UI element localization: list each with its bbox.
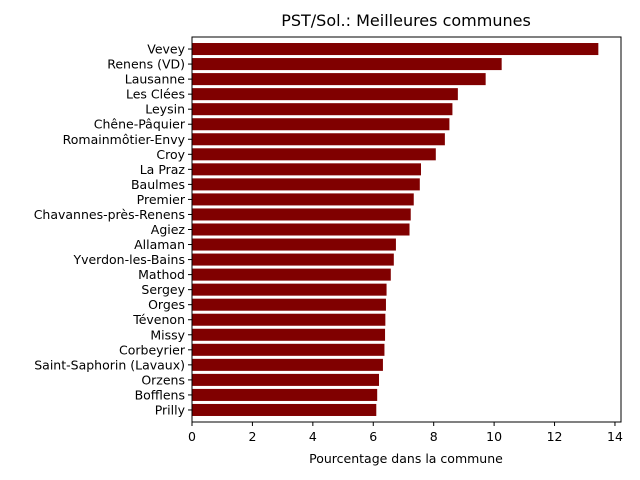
y-tick-label-15: Mathod bbox=[138, 267, 185, 282]
bar-7 bbox=[192, 148, 436, 161]
y-tick-label-23: Bofflens bbox=[135, 387, 185, 402]
bar-0 bbox=[192, 43, 599, 56]
y-tick-label-19: Missy bbox=[150, 327, 185, 342]
y-tick-label-10: Premier bbox=[137, 192, 186, 207]
bar-19 bbox=[192, 328, 386, 341]
y-tick-label-18: Tévenon bbox=[132, 312, 185, 327]
y-tick-label-12: Agiez bbox=[151, 222, 186, 237]
y-tick-label-20: Corbeyrier bbox=[119, 342, 186, 357]
y-tick-label-8: La Praz bbox=[140, 162, 186, 177]
y-tick-label-6: Romainmôtier-Envy bbox=[63, 132, 186, 147]
y-tick-label-21: Saint-Saphorin (Lavaux) bbox=[34, 357, 185, 372]
y-tick-label-17: Orges bbox=[148, 297, 185, 312]
x-axis-label: Pourcentage dans la commune bbox=[309, 451, 503, 466]
y-tick-label-13: Allaman bbox=[134, 237, 185, 252]
bar-13 bbox=[192, 238, 396, 251]
bar-12 bbox=[192, 223, 410, 236]
y-tick-label-7: Croy bbox=[156, 147, 185, 162]
x-ticks: 0 2 4 6 8 10 12 14 bbox=[188, 422, 623, 444]
bar-3 bbox=[192, 88, 458, 101]
x-tick-label-0: 0 bbox=[188, 429, 196, 444]
bar-5 bbox=[192, 118, 450, 131]
bar-14 bbox=[192, 253, 394, 266]
bars-group bbox=[192, 43, 599, 416]
bar-8 bbox=[192, 163, 422, 176]
y-tick-label-11: Chavannes-près-Renens bbox=[34, 207, 185, 222]
bar-21 bbox=[192, 358, 383, 371]
x-tick-label-5: 10 bbox=[486, 429, 502, 444]
bar-10 bbox=[192, 193, 414, 206]
x-tick-label-4: 8 bbox=[430, 429, 438, 444]
y-tick-label-2: Lausanne bbox=[125, 72, 186, 87]
bar-17 bbox=[192, 298, 386, 311]
bar-15 bbox=[192, 268, 391, 281]
bar-11 bbox=[192, 208, 411, 221]
bar-22 bbox=[192, 373, 380, 386]
bar-2 bbox=[192, 73, 486, 86]
y-tick-label-9: Baulmes bbox=[131, 177, 185, 192]
bar-18 bbox=[192, 313, 386, 326]
bar-24 bbox=[192, 403, 377, 416]
y-tick-label-5: Chêne-Pâquier bbox=[94, 117, 186, 132]
y-tick-label-24: Prilly bbox=[155, 402, 186, 417]
bar-9 bbox=[192, 178, 420, 191]
plot-frame bbox=[191, 36, 622, 423]
bar-16 bbox=[192, 283, 387, 296]
y-tick-label-22: Orzens bbox=[141, 372, 185, 387]
x-tick-label-6: 12 bbox=[547, 429, 563, 444]
y-tick-label-1: Renens (VD) bbox=[107, 57, 185, 72]
x-tick-label-7: 14 bbox=[607, 429, 623, 444]
y-tick-label-3: Les Clées bbox=[126, 87, 185, 102]
chart-title: PST/Sol.: Meilleures communes bbox=[281, 11, 531, 30]
bar-4 bbox=[192, 103, 453, 116]
y-tick-label-16: Sergey bbox=[141, 282, 185, 297]
bar-20 bbox=[192, 343, 385, 356]
bar-1 bbox=[192, 58, 502, 71]
x-tick-label-1: 2 bbox=[248, 429, 256, 444]
y-tick-label-14: Yverdon-les-Bains bbox=[72, 252, 185, 267]
x-tick-label-2: 4 bbox=[309, 429, 317, 444]
bar-23 bbox=[192, 388, 378, 401]
bar-6 bbox=[192, 133, 445, 146]
x-tick-label-3: 6 bbox=[369, 429, 377, 444]
y-tick-label-0: Vevey bbox=[147, 42, 185, 57]
y-tick-label-4: Leysin bbox=[145, 102, 185, 117]
